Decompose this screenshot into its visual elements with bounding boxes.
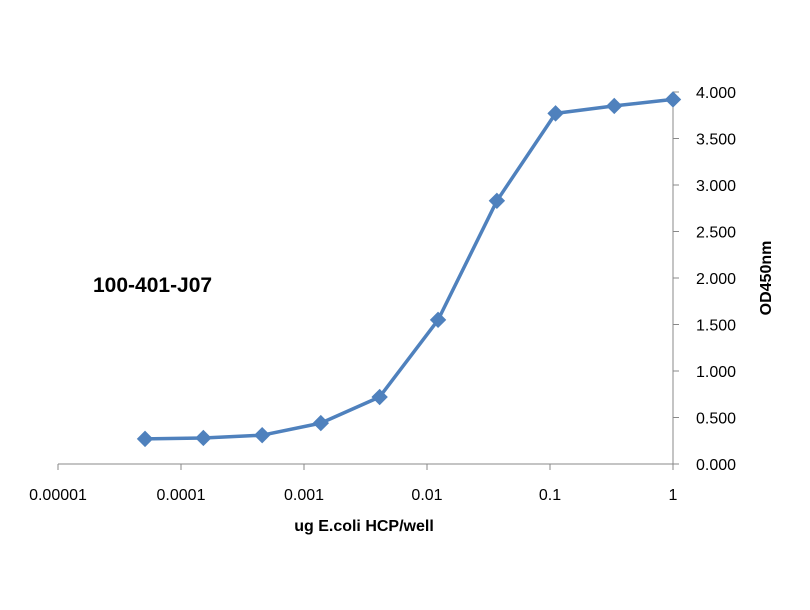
data-point-marker (547, 105, 564, 122)
x-axis-title: ug E.coli HCP/well (294, 518, 434, 535)
data-point-marker (312, 414, 330, 432)
y-tick-label: 4.000 (696, 85, 736, 102)
y-tick-label: 0.500 (696, 411, 736, 428)
data-point-marker (664, 91, 682, 108)
y-tick-label: 2.500 (696, 225, 736, 242)
y-tick-label: 0.000 (696, 457, 736, 474)
x-tick-label: 0.00001 (29, 487, 87, 504)
data-point-marker (253, 426, 271, 444)
y-axis-ticks: 0.000 0.500 1.000 1.500 2.000 2.500 3.000 3.500… (673, 85, 736, 474)
chart-title: 100-401-J07 (93, 274, 212, 297)
series-line (143, 97, 675, 441)
data-point-marker (195, 429, 212, 447)
x-tick-label: 1 (669, 487, 678, 504)
x-tick-label: 0.001 (284, 487, 324, 504)
y-tick-label: 3.500 (696, 132, 736, 149)
series-layer (136, 91, 682, 448)
x-tick-label: 0.1 (539, 487, 561, 504)
data-point-marker (606, 97, 623, 115)
y-tick-label: 3.000 (696, 178, 736, 195)
y-tick-label: 2.000 (696, 271, 736, 288)
y-tick-label: 1.000 (696, 364, 736, 381)
data-point-marker (371, 388, 388, 406)
x-tick-label: 0.01 (411, 487, 442, 504)
x-tick-label: 0.0001 (157, 487, 206, 504)
y-tick-label: 1.500 (696, 318, 736, 335)
data-point-marker (429, 311, 447, 329)
y-axis-title: OD450nm (758, 241, 775, 316)
data-point-marker (136, 430, 154, 448)
data-point-marker (488, 192, 506, 210)
x-axis-ticks: 0.00001 0.0001 0.001 0.01 0.1 1 (29, 464, 678, 504)
